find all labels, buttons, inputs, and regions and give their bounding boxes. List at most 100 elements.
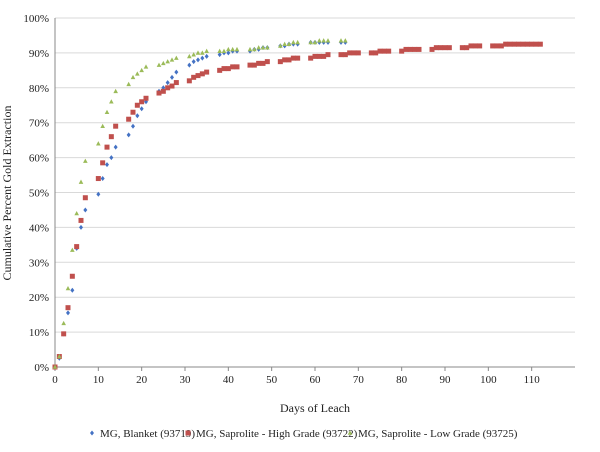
x-tick-label: 110 xyxy=(524,374,541,386)
data-point xyxy=(139,99,145,105)
data-point xyxy=(308,55,314,61)
data-point xyxy=(70,247,75,252)
data-point xyxy=(191,74,197,80)
data-point xyxy=(221,66,227,72)
data-point xyxy=(234,46,240,52)
x-tick-label: 40 xyxy=(223,374,235,386)
x-tick-label: 80 xyxy=(396,374,408,386)
data-point xyxy=(494,43,500,49)
y-tick-labels: 0% 10% 20% 30% 40% 50% 60% 70% 80% 90% 100% xyxy=(23,13,49,374)
data-point xyxy=(109,155,114,161)
data-point xyxy=(135,71,140,76)
data-point xyxy=(226,46,231,52)
x-tick-label: 0 xyxy=(52,374,58,386)
data-point xyxy=(377,48,383,54)
data-point xyxy=(368,50,374,56)
data-point xyxy=(169,57,175,62)
data-point xyxy=(96,191,101,197)
data-point xyxy=(191,59,196,65)
data-point xyxy=(260,45,266,50)
data-point xyxy=(52,364,58,369)
data-point xyxy=(286,41,292,46)
data-point xyxy=(516,41,522,47)
legend-marker-1 xyxy=(90,430,94,436)
data-point xyxy=(265,45,270,50)
data-point xyxy=(204,53,209,59)
data-point xyxy=(78,217,84,223)
data-point xyxy=(104,109,110,115)
data-point xyxy=(165,80,170,86)
data-point xyxy=(113,123,119,129)
series-3 xyxy=(52,38,348,369)
data-point xyxy=(247,46,253,52)
data-point xyxy=(520,41,526,47)
data-point xyxy=(221,48,227,53)
data-point xyxy=(100,160,106,166)
data-point xyxy=(105,162,109,168)
data-point xyxy=(191,52,196,57)
data-point xyxy=(139,106,144,112)
data-point xyxy=(78,179,84,184)
data-points xyxy=(52,38,543,370)
data-point xyxy=(109,99,114,104)
data-point xyxy=(69,273,75,279)
data-point xyxy=(507,41,513,47)
x-tick-label: 70 xyxy=(353,374,365,386)
data-point xyxy=(386,48,392,54)
data-point xyxy=(321,53,327,59)
data-point xyxy=(195,73,201,79)
data-point xyxy=(169,83,175,89)
legend-marker-2 xyxy=(185,430,191,436)
data-point xyxy=(217,48,222,53)
data-point xyxy=(412,46,418,52)
data-point xyxy=(373,50,379,56)
data-point xyxy=(234,64,240,70)
data-point xyxy=(286,57,292,63)
y-tick-label: 20% xyxy=(29,292,49,304)
y-axis-title: Cumulative Percent Gold Extraction xyxy=(0,106,14,281)
data-point xyxy=(83,158,88,163)
data-point xyxy=(161,60,166,66)
y-tick-label: 100% xyxy=(23,13,49,25)
y-tick-label: 40% xyxy=(29,222,49,234)
data-point xyxy=(351,50,357,56)
data-point xyxy=(277,59,283,65)
axes xyxy=(54,18,575,371)
data-point xyxy=(173,80,179,86)
y-tick-label: 50% xyxy=(29,188,49,200)
data-point xyxy=(74,244,80,250)
data-point xyxy=(537,41,543,47)
data-point xyxy=(533,41,539,47)
data-point xyxy=(130,74,136,80)
data-point xyxy=(325,38,331,43)
x-tick-label: 100 xyxy=(480,374,497,386)
data-point xyxy=(165,59,170,64)
data-point xyxy=(295,39,300,45)
data-point xyxy=(83,207,88,213)
data-point xyxy=(295,55,301,61)
data-point xyxy=(65,305,71,311)
data-point xyxy=(256,45,261,50)
data-point xyxy=(108,134,114,140)
data-point xyxy=(156,90,162,96)
data-point xyxy=(143,95,149,101)
data-point xyxy=(529,41,535,47)
data-point xyxy=(343,38,348,43)
data-point xyxy=(338,52,344,58)
legend-marker-3 xyxy=(347,430,353,435)
data-point xyxy=(399,48,405,54)
data-point xyxy=(321,38,326,43)
data-point xyxy=(143,64,149,69)
data-point xyxy=(264,59,270,65)
data-point xyxy=(104,144,110,150)
data-point xyxy=(195,50,201,55)
data-point xyxy=(95,176,101,182)
data-point xyxy=(472,43,478,49)
data-point xyxy=(317,38,322,43)
y-tick-label: 0% xyxy=(34,362,49,374)
data-point xyxy=(96,141,101,146)
data-point xyxy=(342,52,348,58)
data-point xyxy=(196,57,200,63)
data-point xyxy=(503,41,509,47)
x-tick-label: 60 xyxy=(310,374,322,386)
